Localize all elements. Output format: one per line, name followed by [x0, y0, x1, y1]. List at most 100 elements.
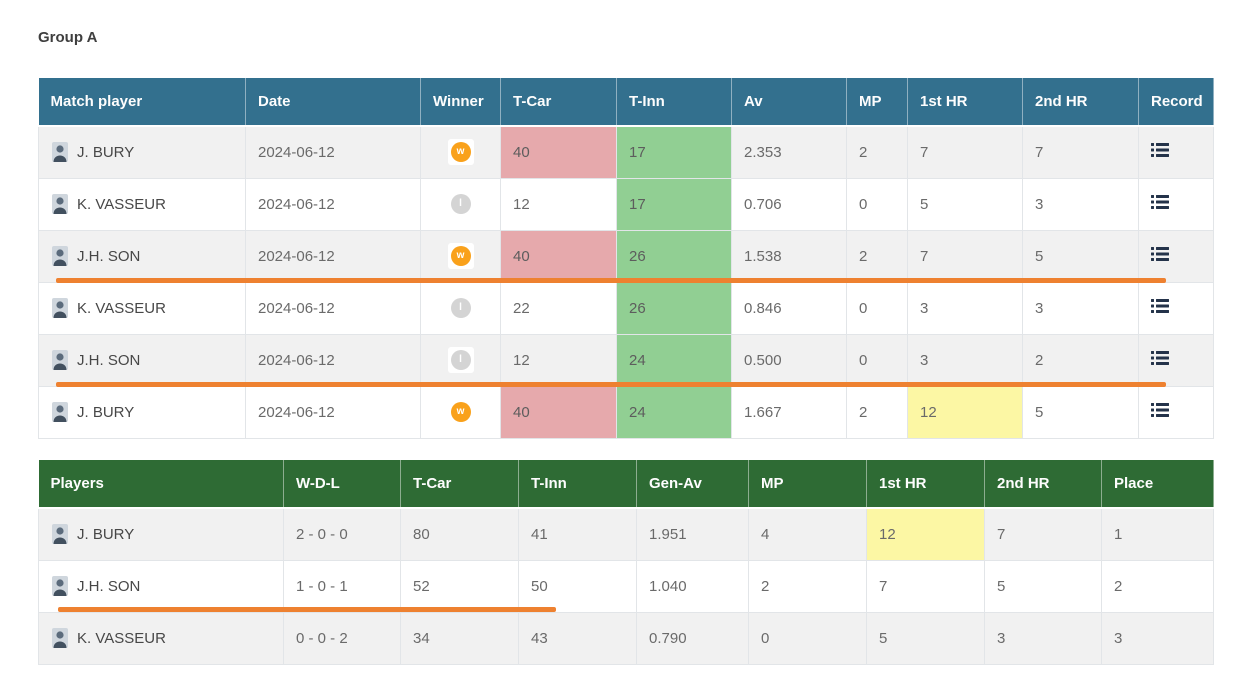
player-name: J.H. SON: [77, 577, 141, 595]
winner-cell: l: [420, 177, 501, 231]
header-2nd-hr: 2nd HR: [1022, 78, 1139, 127]
player-avatar-icon: [52, 628, 68, 648]
match-results-table: Match player Date Winner T-Car T-Inn Av …: [38, 78, 1214, 439]
header-mp: MP: [846, 78, 908, 127]
header-t-inn: T-Inn: [616, 78, 732, 127]
winner-badge: w: [447, 139, 474, 166]
winner-badge: w: [447, 243, 474, 269]
av-cell: 1.538: [731, 229, 847, 283]
t-car-cell: 40: [500, 229, 617, 283]
record-cell: [1138, 281, 1214, 335]
record-list-icon[interactable]: [1151, 247, 1169, 261]
record-cell: [1138, 333, 1214, 387]
av-cell: 0.500: [731, 333, 847, 387]
t-car-cell: 40: [500, 385, 617, 439]
winner-cell: l: [420, 333, 501, 387]
record-list-icon[interactable]: [1151, 403, 1169, 417]
t-inn-cell: 50: [518, 559, 637, 613]
record-cell: [1138, 229, 1214, 283]
record-list-icon[interactable]: [1151, 351, 1169, 365]
record-list-icon[interactable]: [1151, 195, 1169, 209]
header-1st-hr: 1st HR: [907, 78, 1023, 127]
first-hr-cell: 5: [907, 177, 1023, 231]
winner-letter: w: [450, 142, 471, 163]
player-name: J. BURY: [77, 403, 135, 421]
winner-letter: w: [450, 402, 471, 422]
date-cell: 2024-06-12: [245, 229, 421, 283]
date-cell: 2024-06-12: [245, 385, 421, 439]
standings-table-row: J.H. SON 1 - 0 - 1 52 50 1.040 2 7 5 2: [38, 559, 1214, 613]
match-table-row: J. BURY 2024-06-12 w 40 17 2.353 2 7 7: [38, 125, 1214, 179]
player-cell: K. VASSEUR: [38, 281, 246, 335]
player-name: K. VASSEUR: [77, 299, 166, 317]
page-title: Group A: [38, 29, 98, 46]
winner-cell: w: [420, 229, 501, 283]
player-avatar-icon: [52, 576, 68, 596]
gen-av-cell: 1.951: [636, 507, 749, 561]
match-table-row: J. BURY 2024-06-12 w 40 24 1.667 2 12 5: [38, 385, 1214, 439]
mp-cell: 2: [846, 125, 908, 179]
player-cell: J. BURY: [38, 507, 284, 561]
mp-cell: 4: [748, 507, 867, 561]
header-record: Record: [1138, 78, 1214, 127]
player-name: K. VASSEUR: [77, 629, 166, 647]
second-hr-cell: 5: [1022, 385, 1139, 439]
player-name: K. VASSEUR: [77, 195, 166, 213]
player-name: J.H. SON: [77, 351, 141, 369]
player-avatar-icon: [52, 402, 68, 422]
second-hr-cell: 5: [984, 559, 1102, 613]
place-cell: 1: [1101, 507, 1214, 561]
header-place: Place: [1101, 460, 1214, 509]
t-car-cell: 12: [500, 177, 617, 231]
av-cell: 2.353: [731, 125, 847, 179]
av-cell: 0.846: [731, 281, 847, 335]
first-hr-cell: 3: [907, 333, 1023, 387]
date-cell: 2024-06-12: [245, 125, 421, 179]
player-name: J.H. SON: [77, 247, 141, 265]
mp-cell: 2: [846, 385, 908, 439]
standings-table-row: J. BURY 2 - 0 - 0 80 41 1.951 4 12 7 1: [38, 507, 1214, 561]
standings-header-row: Players W-D-L T-Car T-Inn Gen-Av MP 1st …: [38, 460, 1214, 509]
player-avatar-icon: [52, 524, 68, 545]
t-car-cell: 80: [400, 507, 519, 561]
t-inn-cell: 26: [616, 229, 732, 283]
winner-letter: w: [450, 246, 471, 266]
record-list-icon[interactable]: [1151, 299, 1169, 313]
record-cell: [1138, 385, 1214, 439]
header-match-player: Match player: [38, 78, 246, 127]
player-cell: J. BURY: [38, 385, 246, 439]
match-table-row: J.H. SON 2024-06-12 w 40 26 1.538 2 7 5: [38, 229, 1214, 283]
header-2nd-hr: 2nd HR: [984, 460, 1102, 509]
winner-letter: l: [450, 298, 471, 318]
header-players: Players: [38, 460, 284, 509]
match-table-header-row: Match player Date Winner T-Car T-Inn Av …: [38, 78, 1214, 127]
player-avatar-icon: [52, 246, 68, 266]
t-car-cell: 40: [500, 125, 617, 179]
header-t-inn: T-Inn: [518, 460, 637, 509]
place-cell: 3: [1101, 611, 1214, 665]
t-car-cell: 52: [400, 559, 519, 613]
second-hr-cell: 7: [984, 507, 1102, 561]
t-inn-cell: 24: [616, 333, 732, 387]
av-cell: 0.706: [731, 177, 847, 231]
player-avatar-icon: [52, 298, 68, 318]
winner-cell: w: [420, 125, 501, 179]
match-table-row: K. VASSEUR 2024-06-12 l 12 17 0.706 0 5 …: [38, 177, 1214, 231]
second-hr-cell: 3: [984, 611, 1102, 665]
t-inn-cell: 17: [616, 125, 732, 179]
place-cell: 2: [1101, 559, 1214, 613]
player-highlight-underline: [56, 278, 1166, 283]
wdl-cell: 1 - 0 - 1: [283, 559, 401, 613]
gen-av-cell: 0.790: [636, 611, 749, 665]
t-inn-cell: 41: [518, 507, 637, 561]
winner-letter: l: [450, 350, 471, 370]
date-cell: 2024-06-12: [245, 281, 421, 335]
gen-av-cell: 1.040: [636, 559, 749, 613]
winner-badge: l: [447, 347, 474, 373]
mp-cell: 2: [846, 229, 908, 283]
header-winner: Winner: [420, 78, 501, 127]
record-list-icon[interactable]: [1151, 143, 1169, 158]
date-cell: 2024-06-12: [245, 177, 421, 231]
first-hr-cell: 7: [907, 125, 1023, 179]
first-hr-cell: 3: [907, 281, 1023, 335]
